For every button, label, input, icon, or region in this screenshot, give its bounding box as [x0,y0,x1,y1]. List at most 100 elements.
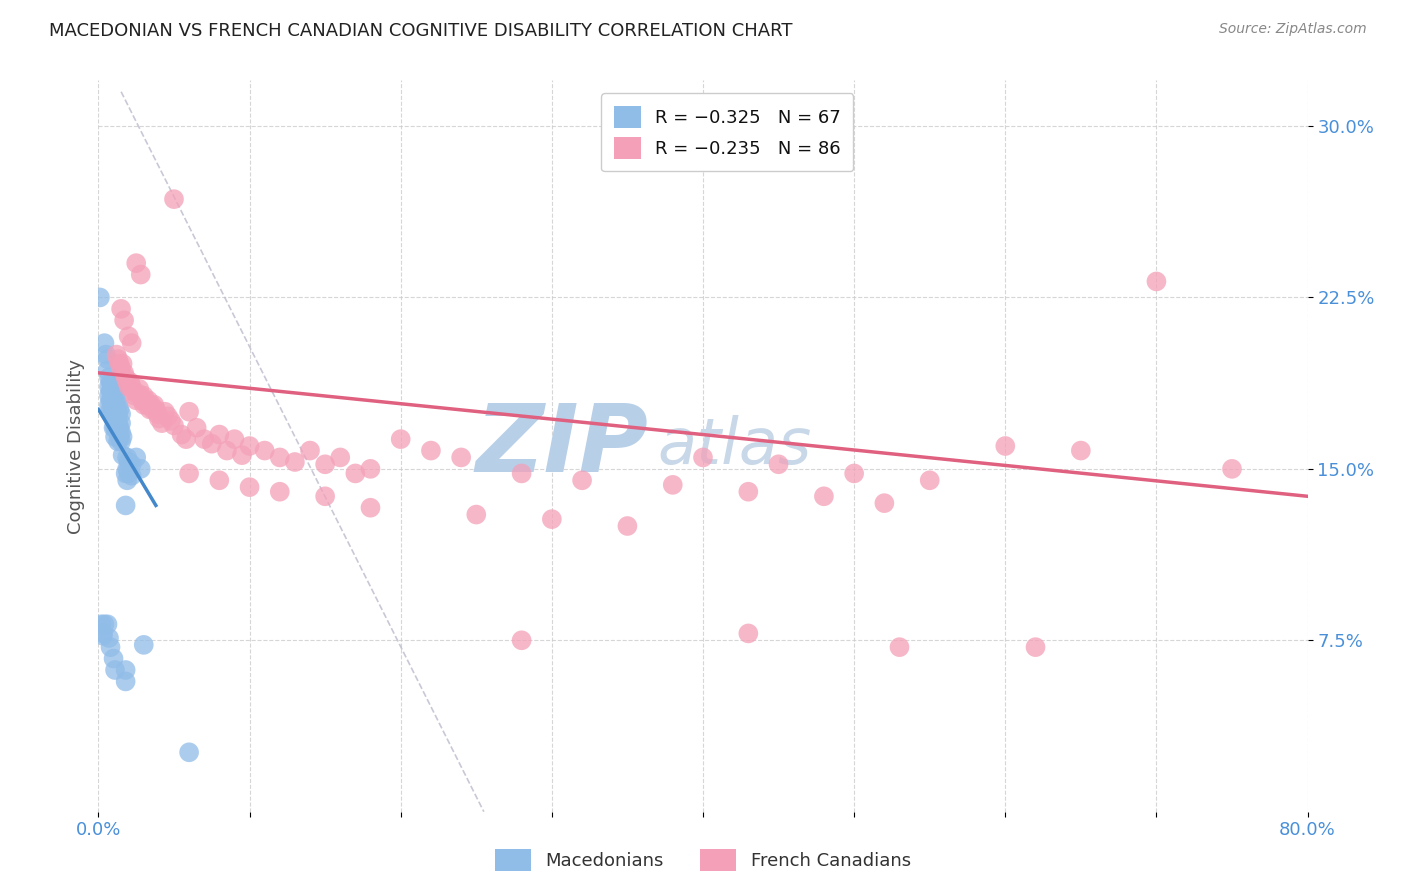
Point [103,651,125,665]
Point [360,500,382,515]
Point [107,407,129,421]
Point [125,256,148,270]
Point [104,389,127,403]
Point [94,347,117,362]
Point [314,489,336,503]
Point [540,512,562,526]
Legend: R = −0.325   N = 67, R = −0.235   N = 86: R = −0.325 N = 67, R = −0.235 N = 86 [600,93,853,171]
Point [510,633,533,648]
Point [163,192,186,206]
Point [239,480,262,494]
Point [110,301,132,316]
Point [111,357,134,371]
Point [118,455,141,469]
Point [118,329,141,343]
Point [193,432,215,446]
Point [96,617,118,632]
Text: ZIP: ZIP [475,400,648,492]
Point [150,416,173,430]
Point [93,617,115,632]
Point [101,389,124,403]
Point [253,443,276,458]
Point [104,430,127,444]
Point [139,402,162,417]
Point [127,386,149,401]
Point [110,434,132,449]
Point [215,443,238,458]
Point [108,402,131,417]
Point [132,638,155,652]
Point [90,617,112,632]
Point [105,421,128,435]
Point [179,467,201,481]
Point [163,418,186,433]
Point [98,389,121,403]
Text: atlas: atlas [657,415,811,477]
Point [129,462,152,476]
Point [145,402,167,417]
Point [105,402,128,417]
Point [128,382,150,396]
Point [156,409,179,424]
Point [134,393,156,408]
Point [112,313,135,327]
Point [108,357,131,371]
Point [114,499,136,513]
Point [112,366,135,380]
Point [111,430,134,444]
Point [768,458,790,472]
Point [208,427,231,442]
Point [96,363,118,377]
Text: MACEDONIAN VS FRENCH CANADIAN COGNITIVE DISABILITY CORRELATION CHART: MACEDONIAN VS FRENCH CANADIAN COGNITIVE … [49,22,793,40]
Point [96,352,118,367]
Point [114,370,136,384]
Point [110,407,132,421]
Point [284,455,307,469]
Point [1144,275,1167,289]
Point [121,468,143,483]
Legend: Macedonians, French Canadians: Macedonians, French Canadians [488,842,918,879]
Point [115,450,138,465]
Point [110,425,132,440]
Point [889,640,911,655]
Point [269,450,291,465]
Point [114,467,136,481]
Point [148,411,170,425]
Point [103,384,125,399]
Point [873,496,896,510]
Point [101,379,124,393]
Point [100,375,122,389]
Point [571,473,593,487]
Point [174,432,197,446]
Point [510,467,533,481]
Point [120,375,142,389]
Point [465,508,488,522]
Point [239,439,262,453]
Point [132,398,155,412]
Point [91,629,114,643]
Point [131,393,153,408]
Point [107,425,129,440]
Point [160,414,183,428]
Point [616,519,638,533]
Point [104,421,127,435]
Point [299,443,322,458]
Point [107,352,129,367]
Point [115,473,138,487]
Point [98,379,121,393]
Point [98,370,121,384]
Point [208,473,231,487]
Point [101,398,124,412]
Point [98,398,121,412]
Point [104,663,127,677]
Point [118,379,141,393]
Point [103,393,125,408]
Point [389,432,412,446]
Point [224,432,246,446]
Point [146,407,169,421]
Point [142,402,165,417]
Point [125,450,148,465]
Point [1070,443,1092,458]
Point [918,473,941,487]
Point [110,361,132,376]
